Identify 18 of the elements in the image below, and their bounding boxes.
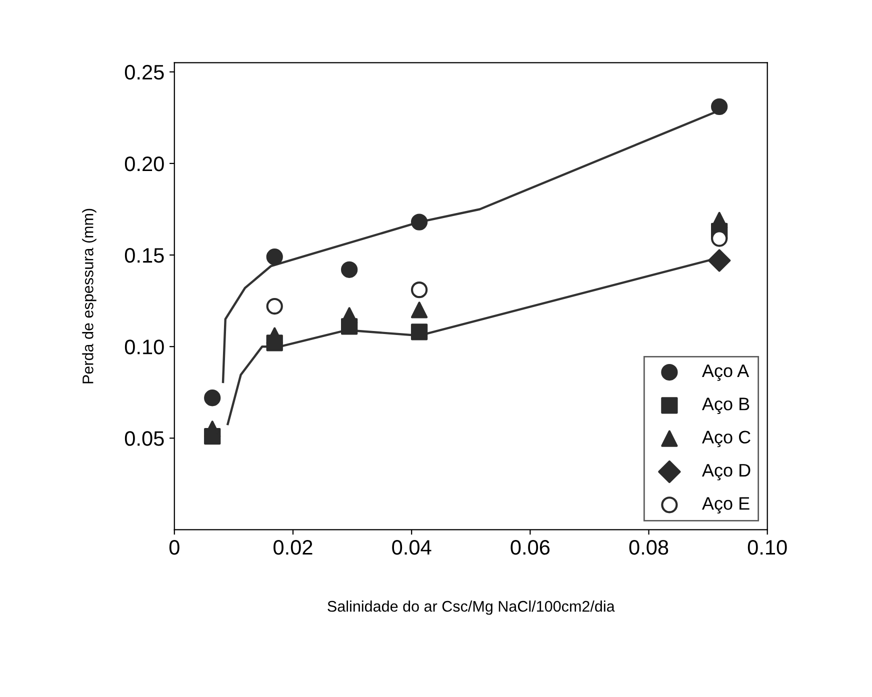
x-axis-title: Salinidade do ar Csc/Mg NaCl/100cm2/dia — [328, 600, 615, 615]
y-tick-label: 0.15 — [124, 248, 164, 263]
legend-label: Aço B — [702, 398, 750, 414]
legend-label: Aço C — [702, 430, 750, 448]
x-tick-label: 0.02 — [274, 540, 312, 555]
x-tick-label: 0.10 — [748, 540, 787, 555]
y-tick-label: 0.25 — [124, 64, 164, 80]
legend-label: Aço D — [702, 464, 750, 480]
legend-label: Aço E — [702, 497, 750, 514]
x-tick-label: 0.04 — [392, 540, 432, 555]
x-tick-label: 0.08 — [629, 540, 668, 555]
x-tick-label: 0 — [169, 540, 180, 555]
x-tick-label: 0.06 — [510, 540, 550, 555]
y-tick-label: 0.05 — [124, 431, 164, 446]
y-tick-label: 0.10 — [124, 340, 164, 354]
y-axis-title: Perda de espessura (mm) — [82, 208, 96, 384]
y-tick-label: 0.20 — [124, 156, 164, 172]
legend-label: Aço A — [702, 364, 750, 381]
